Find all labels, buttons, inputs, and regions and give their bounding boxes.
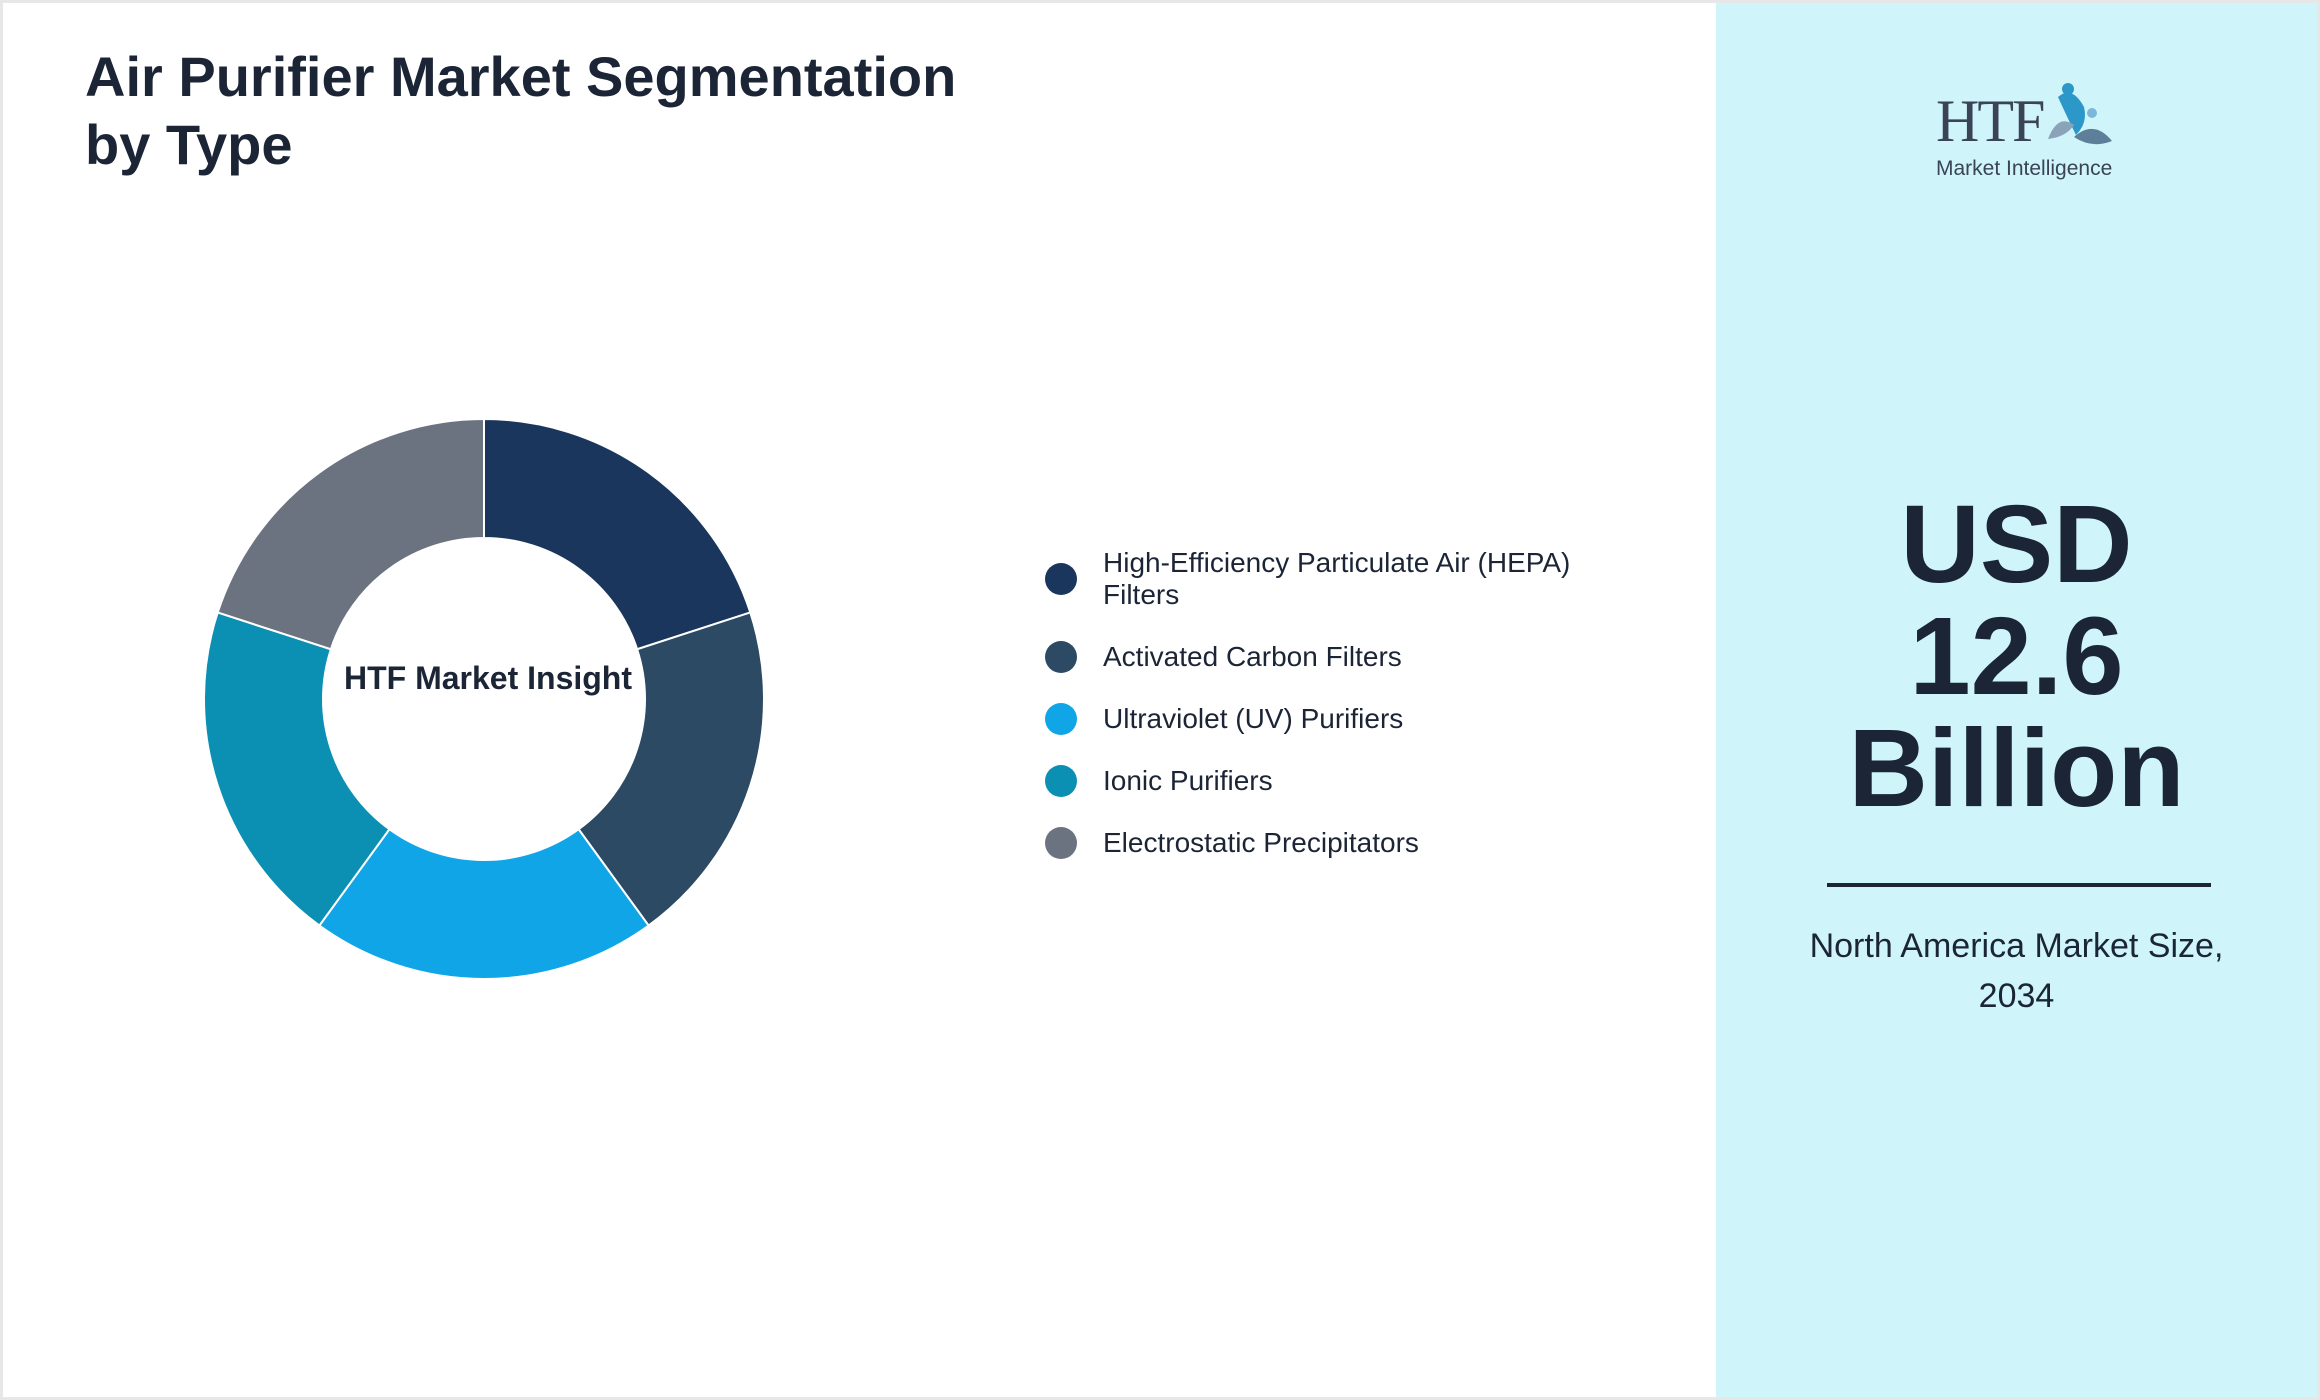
legend-label: Activated Carbon Filters (1103, 641, 1402, 672)
legend-label: High-Efficiency Particulate Air (HEPA) F… (1103, 547, 1571, 610)
donut-slice (577, 611, 765, 927)
infographic-card: Air Purifier Market Segmentation by Type… (3, 3, 2317, 1397)
legend-item: Activated Carbon Filters (1045, 641, 1605, 673)
legend-item: Ultraviolet (UV) Purifiers (1045, 703, 1605, 735)
legend-label: Electrostatic Precipitators (1103, 827, 1419, 858)
metric-line: Billion (1848, 707, 2185, 830)
sidebar-panel: HTF Market Intelligence USD 12.6 Billion… (1716, 3, 2317, 1397)
caption-line: North America Market Size, (1809, 927, 2224, 965)
metric-line: 12.6 (1909, 595, 2124, 718)
legend-item: High-Efficiency Particulate Air (HEPA) F… (1045, 547, 1605, 611)
logo-subtitle: Market Intelligence (1936, 157, 2113, 180)
legend-swatch (1045, 703, 1077, 735)
logo-emblem-icon (2048, 83, 2112, 145)
legend-swatch (1045, 641, 1077, 673)
legend-item: Ionic Purifiers (1045, 765, 1605, 797)
donut-slice (203, 611, 391, 927)
donut-center-label: HTF Market Insight (343, 660, 632, 696)
market-size-value: USD 12.6 Billion (1716, 489, 2317, 825)
donut-slice (318, 827, 650, 981)
legend-swatch (1045, 765, 1077, 797)
htf-logo: HTF Market Intelligence (1920, 79, 2120, 189)
market-size-caption: North America Market Size, 2034 (1776, 921, 2257, 1021)
legend-swatch (1045, 563, 1077, 595)
caption-line: 2034 (1978, 977, 2055, 1015)
donut-chart (203, 417, 765, 981)
page-title: Air Purifier Market Segmentation by Type (85, 45, 957, 176)
logo-htf-text: HTF (1936, 88, 2045, 154)
legend-item: Electrostatic Precipitators (1045, 827, 1605, 859)
donut-slice (216, 417, 485, 651)
metric-line: USD (1900, 483, 2133, 606)
legend-label: Ultraviolet (UV) Purifiers (1103, 703, 1404, 734)
legend-label: Ionic Purifiers (1103, 765, 1273, 796)
legend-swatch (1045, 827, 1077, 859)
metric-divider (1827, 883, 2211, 887)
chart-legend: High-Efficiency Particulate Air (HEPA) F… (1045, 547, 1605, 889)
donut-slice (483, 417, 752, 651)
